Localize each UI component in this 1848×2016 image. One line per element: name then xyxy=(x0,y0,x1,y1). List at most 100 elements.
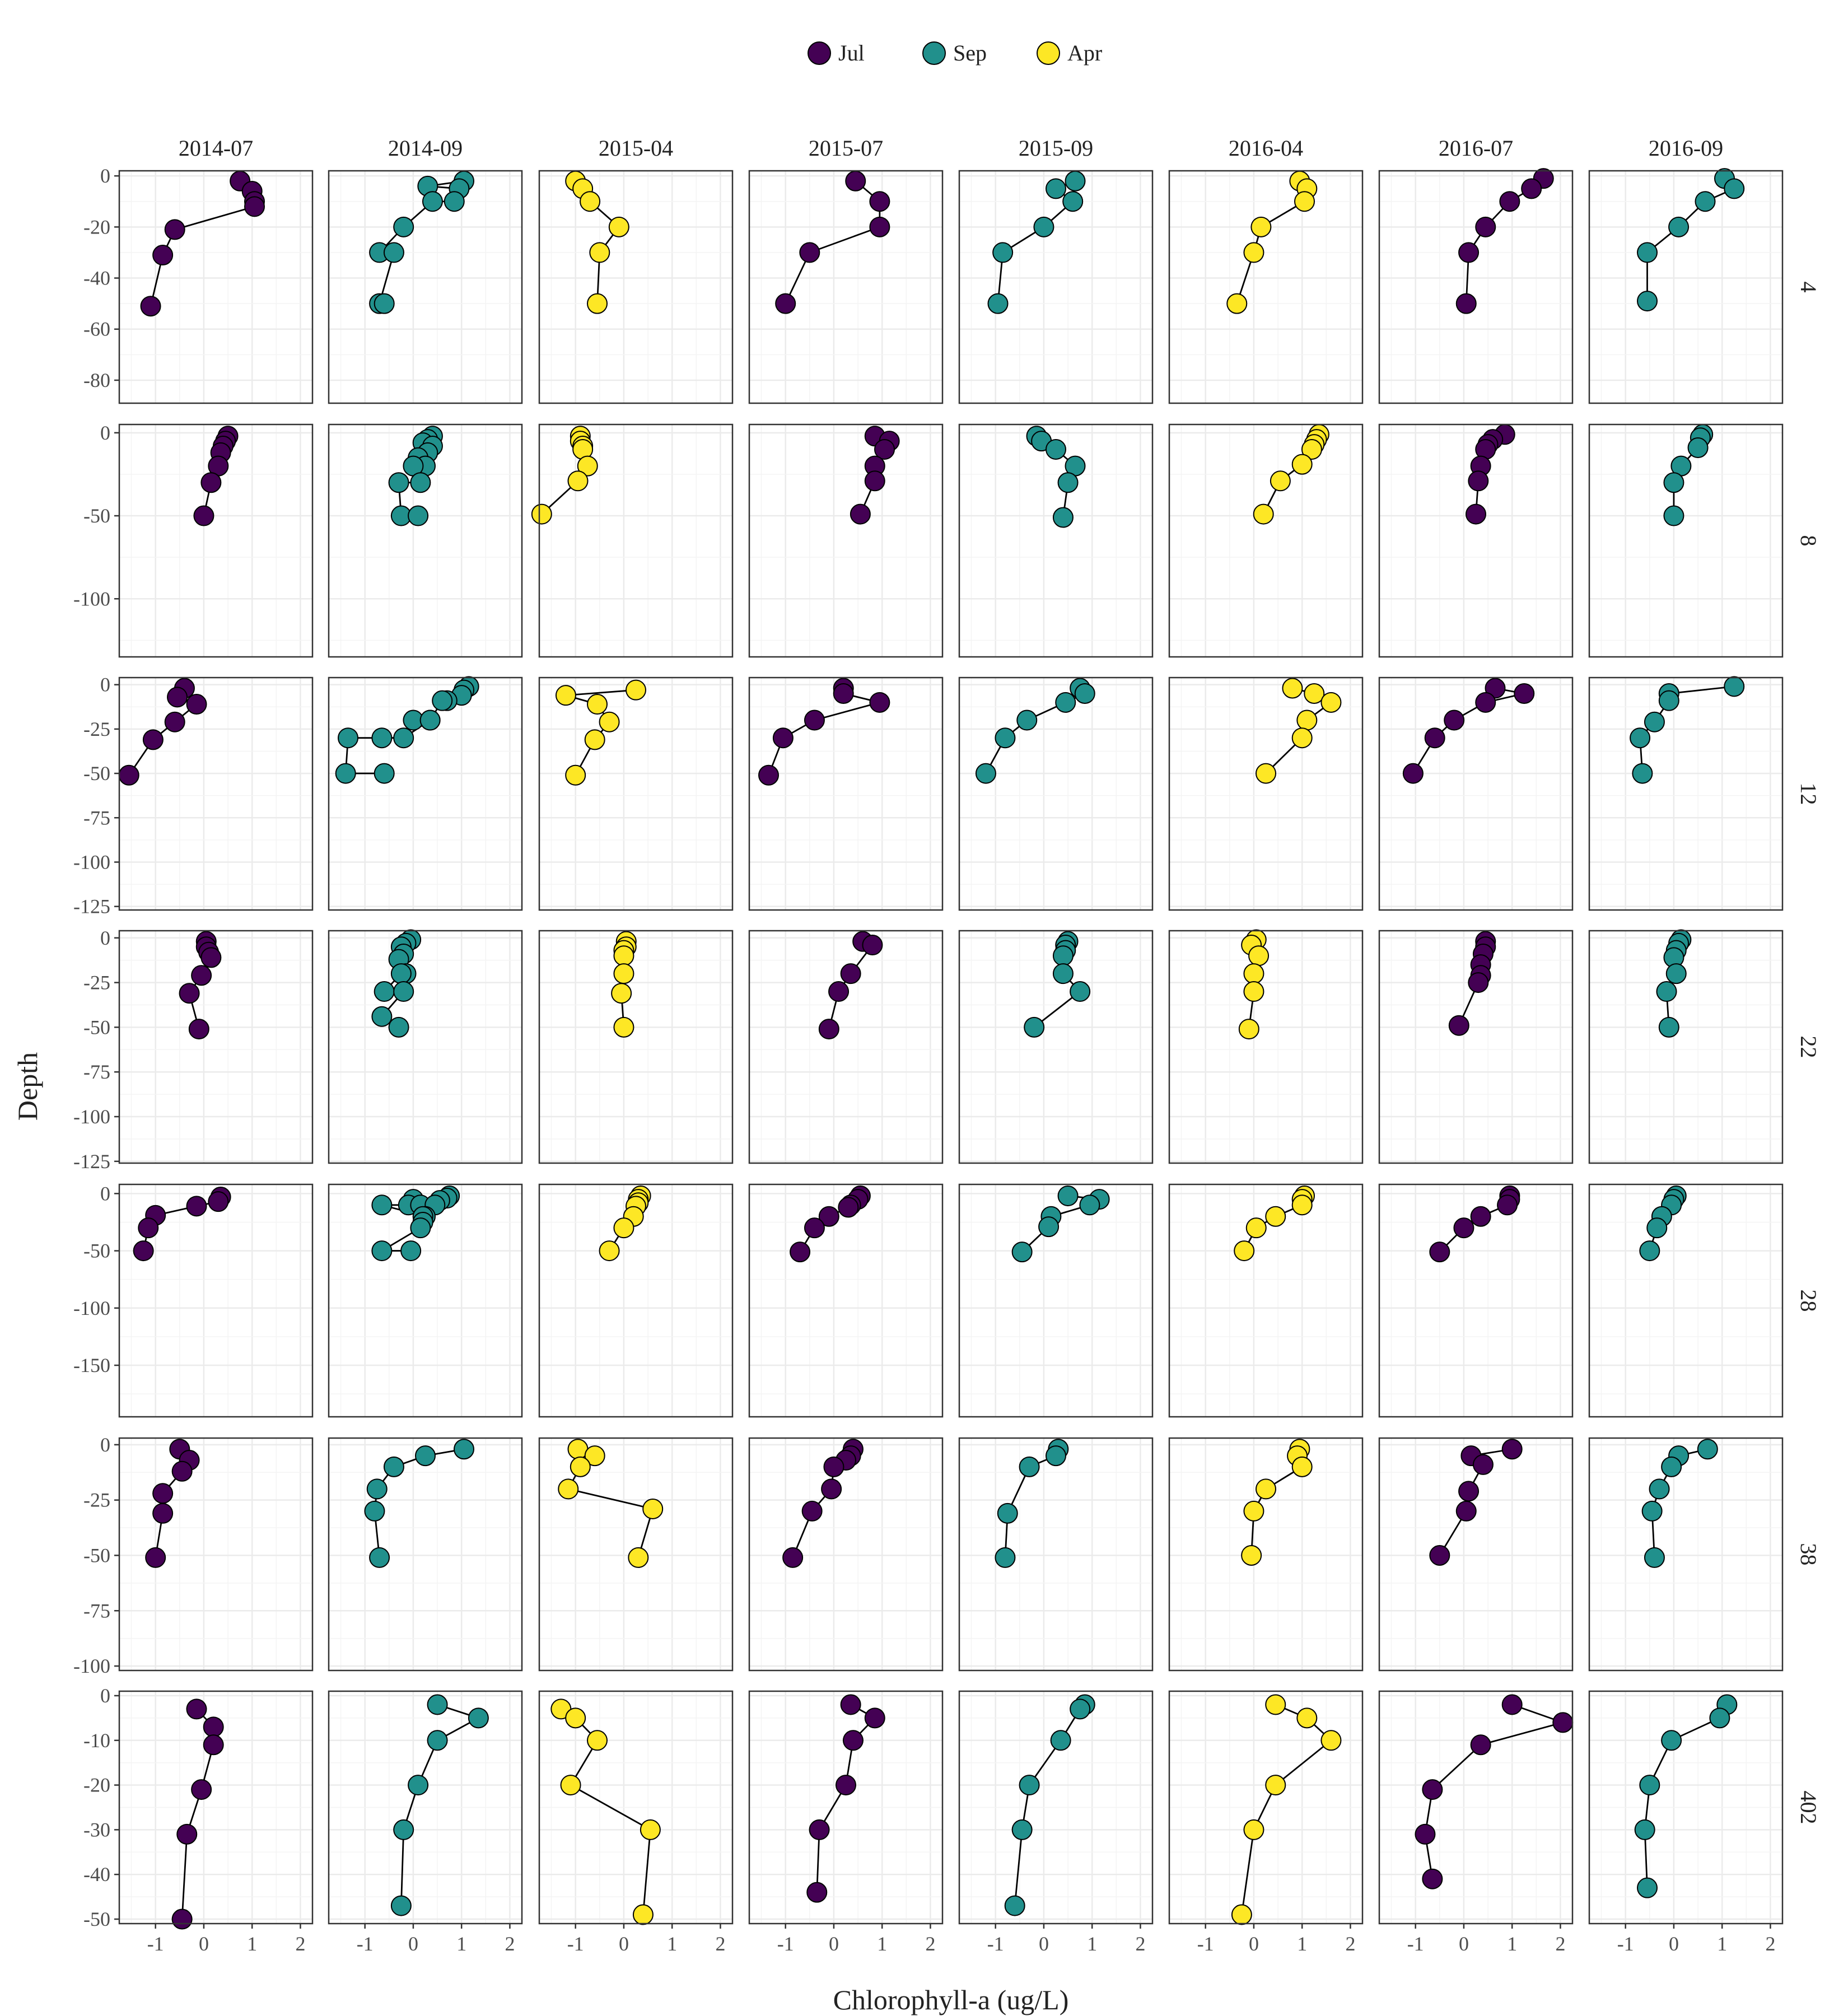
panel-4-2016-04 xyxy=(1168,170,1364,404)
data-point xyxy=(1050,1730,1071,1751)
data-point xyxy=(383,242,404,263)
x-tick-label: 2 xyxy=(925,1933,935,1955)
data-point xyxy=(1052,963,1074,984)
data-point xyxy=(1668,216,1690,237)
series-line-sep xyxy=(377,180,464,305)
panel-border xyxy=(1588,676,1784,911)
y-tick-label: -30 xyxy=(83,1818,110,1841)
data-point xyxy=(775,293,796,314)
data-point xyxy=(613,1217,634,1239)
data-point xyxy=(587,694,608,715)
x-tick-label: 1 xyxy=(1717,1933,1727,1955)
panel-12-2014-09 xyxy=(328,676,523,911)
data-point xyxy=(1038,1216,1060,1238)
y-tick-label: -100 xyxy=(73,1297,110,1319)
panel-border xyxy=(118,930,314,1164)
panel-8-2016-09 xyxy=(1588,423,1784,658)
data-point xyxy=(1646,1217,1668,1239)
panel-402-2016-09: -1 0 1 2 xyxy=(1588,1690,1784,1955)
data-point xyxy=(1265,1206,1286,1227)
panel-border xyxy=(1378,1690,1574,1925)
series-line-jul xyxy=(816,1704,876,1893)
column-strip-labels: 2014-07 2014-09 2015-04 2015-07 2015-09 2016-… xyxy=(179,136,1723,161)
x-axis-title: Chlorophyll-a (ug/L) xyxy=(833,1984,1069,2015)
panel-402-2015-07: -1 0 1 2 xyxy=(748,1690,944,1955)
data-point xyxy=(1687,437,1709,458)
panel-4-2015-07 xyxy=(748,170,944,404)
data-point xyxy=(869,692,890,713)
x-tick-label: -1 xyxy=(147,1933,164,1955)
row-label-38: 38 xyxy=(1796,1543,1821,1566)
data-point xyxy=(818,1019,839,1040)
data-point xyxy=(840,963,861,984)
data-point xyxy=(171,1460,193,1482)
panel-402-2016-04: -1 0 1 2 xyxy=(1168,1690,1364,1955)
data-point xyxy=(992,242,1014,263)
panel-border xyxy=(748,1183,944,1418)
panel-border xyxy=(1378,1183,1574,1418)
data-point xyxy=(1320,692,1342,713)
y-tick-label: -50 xyxy=(83,1544,110,1566)
data-point xyxy=(388,1016,409,1038)
data-point xyxy=(828,981,850,1002)
data-point xyxy=(842,1730,864,1751)
data-point xyxy=(1472,1454,1494,1475)
panel-22-2015-09 xyxy=(958,930,1154,1164)
row-label-4: 4 xyxy=(1796,282,1821,293)
x-tick-label: 1 xyxy=(247,1933,257,1955)
data-point xyxy=(531,503,552,525)
data-point xyxy=(782,1547,804,1568)
data-point xyxy=(191,965,212,986)
x-tick-label: 1 xyxy=(877,1933,887,1955)
y-tick-label: 0 xyxy=(100,1182,110,1205)
data-point xyxy=(1291,454,1313,475)
data-point xyxy=(1256,763,1276,784)
data-point xyxy=(203,1716,224,1738)
panel-12-2016-07 xyxy=(1378,676,1574,911)
panel-28-2015-07 xyxy=(748,1183,944,1418)
y-tick-label: -20 xyxy=(83,1774,110,1796)
panel-8-2014-07: 0 -50 -100 xyxy=(73,422,314,658)
panel-border xyxy=(1378,423,1574,658)
data-point xyxy=(1241,1544,1262,1566)
y-tick-label: 0 xyxy=(100,674,110,696)
data-point xyxy=(565,764,586,786)
x-tick-label: 0 xyxy=(1249,1933,1259,1955)
data-point xyxy=(584,729,605,750)
panel-border xyxy=(538,1690,734,1925)
panel-border xyxy=(748,1690,944,1925)
panel-12-2015-07 xyxy=(748,676,944,911)
data-point xyxy=(1429,1242,1450,1263)
panel-border xyxy=(958,676,1154,911)
data-point xyxy=(862,935,883,956)
x-tick-label: 0 xyxy=(199,1933,209,1955)
y-tick-label: -40 xyxy=(83,267,110,290)
panel-border xyxy=(1168,930,1364,1164)
panel-28-2016-07 xyxy=(1378,1183,1574,1418)
x-tick-label: 2 xyxy=(505,1933,515,1955)
data-point xyxy=(1079,1194,1100,1216)
panel-border xyxy=(328,1437,523,1672)
panel-28-2014-07: 0 -50 -100 -150 xyxy=(73,1182,314,1418)
data-point xyxy=(801,1500,823,1522)
data-point xyxy=(393,1819,414,1840)
data-point xyxy=(1052,945,1074,967)
panel-border xyxy=(1588,1690,1784,1925)
panel-border xyxy=(328,423,523,658)
column-label-2016-09: 2016-09 xyxy=(1649,136,1723,161)
data-point xyxy=(567,470,589,492)
data-point xyxy=(1046,438,1066,460)
data-point xyxy=(864,1707,885,1729)
data-point xyxy=(869,191,890,212)
series-line-sep xyxy=(1646,178,1736,301)
data-point xyxy=(1470,1734,1491,1756)
x-tick-label: 1 xyxy=(1507,1933,1517,1955)
data-point xyxy=(1422,1779,1443,1800)
panel-8-2015-09 xyxy=(958,423,1154,658)
data-point xyxy=(371,727,393,749)
panel-38-2015-04 xyxy=(538,1437,734,1672)
data-point xyxy=(1709,1707,1730,1729)
panel-border xyxy=(1168,170,1364,404)
data-point xyxy=(1455,293,1477,314)
y-tick-label: -25 xyxy=(83,1489,110,1511)
